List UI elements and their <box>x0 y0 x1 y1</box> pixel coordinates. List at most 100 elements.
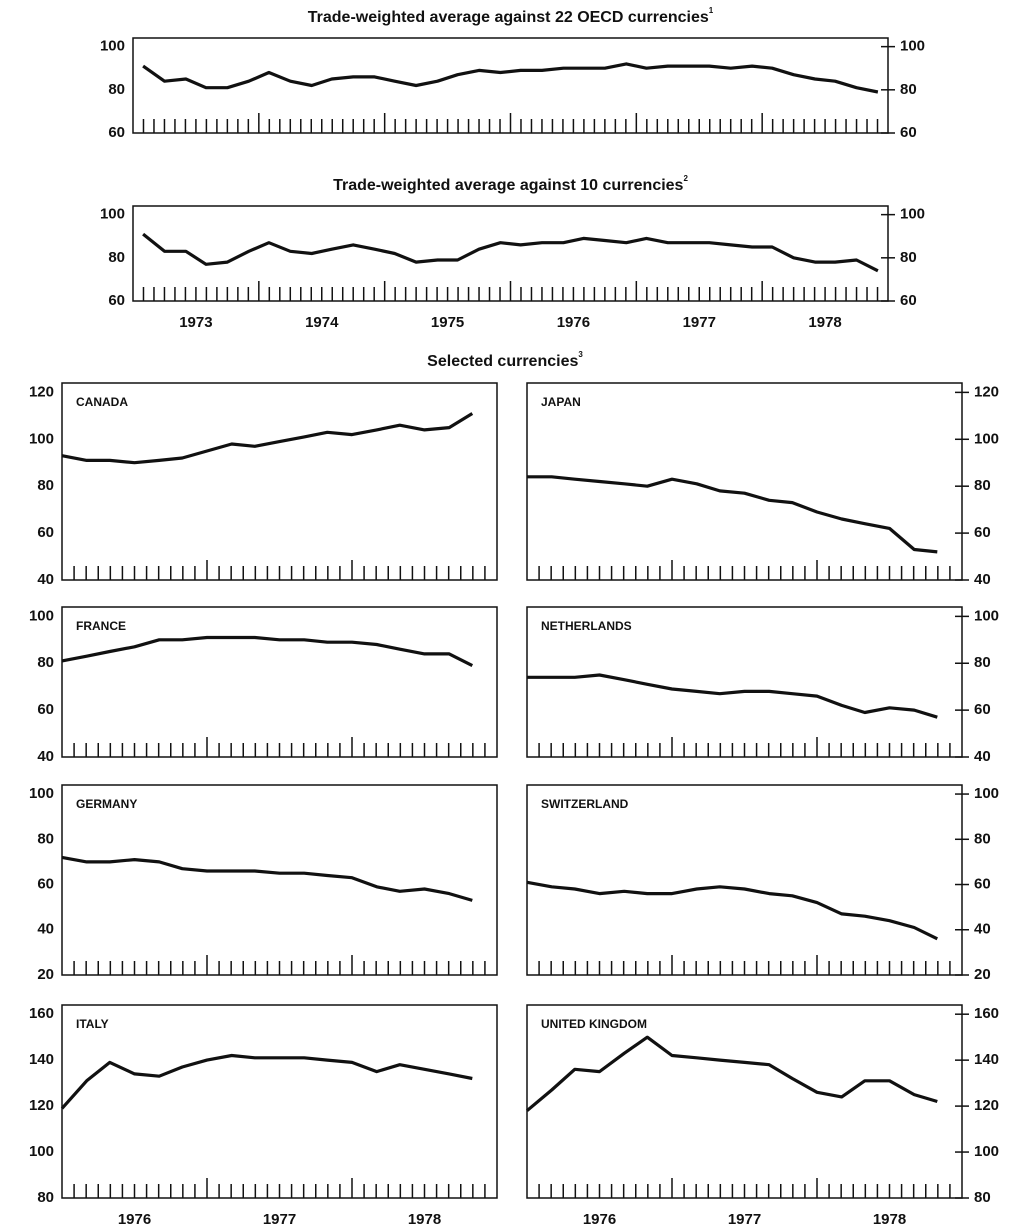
data-line <box>61 635 474 668</box>
data-line <box>61 855 473 902</box>
y-tick-label: 60 <box>108 124 125 141</box>
y-tick-label: 80 <box>37 830 54 847</box>
y-tick-label: 80 <box>37 654 54 671</box>
y-tick-label-right: 100 <box>974 430 999 447</box>
section-heading-text: Selected currencies <box>427 353 578 370</box>
panel-label-text: NETHERLANDS <box>541 619 632 633</box>
x-tick-label: 1977 <box>728 1211 761 1228</box>
y-tick-label: 80 <box>108 81 125 98</box>
y-tick-label-right: 60 <box>900 292 917 309</box>
data-line <box>60 1053 473 1110</box>
plot-frame <box>526 1004 963 1199</box>
y-tick-label-right: 100 <box>900 38 925 55</box>
y-tick-label-right: 40 <box>974 748 991 765</box>
y-tick-label-right: 80 <box>900 81 917 98</box>
y-tick-label-right: 60 <box>974 875 991 892</box>
panel-label: GERMANY <box>76 797 137 811</box>
y-tick-label: 100 <box>29 430 54 447</box>
y-tick-label-right: 120 <box>974 1097 999 1114</box>
data-line <box>526 880 939 941</box>
x-tick-label: 1978 <box>808 314 841 331</box>
y-tick-label: 100 <box>100 206 125 223</box>
panel-label: CANADA <box>76 395 128 409</box>
x-tick-label: 1976 <box>557 314 590 331</box>
y-tick-label-right: 100 <box>900 206 925 223</box>
plot-frame <box>61 1004 498 1199</box>
x-tick-label: 1978 <box>873 1211 906 1228</box>
y-tick-label: 100 <box>29 785 54 802</box>
y-tick-label-right: 40 <box>974 921 991 938</box>
section-heading: Selected currencies3 <box>427 350 583 370</box>
x-tick-label: 1973 <box>179 314 212 331</box>
data-line <box>527 475 938 554</box>
y-tick-label-right: 140 <box>974 1051 999 1068</box>
y-tick-label: 40 <box>37 748 54 765</box>
data-line <box>527 673 938 719</box>
x-tick-label: 1975 <box>431 314 464 331</box>
panel-label: SWITZERLAND <box>541 797 629 811</box>
y-tick-label: 60 <box>37 524 54 541</box>
data-line <box>142 62 879 94</box>
data-line <box>525 1035 938 1112</box>
y-tick-label-right: 120 <box>974 383 999 400</box>
data-line <box>142 232 879 273</box>
y-tick-label-right: 20 <box>974 966 991 983</box>
x-tick-label: 1976 <box>583 1211 616 1228</box>
panel-label: ITALY <box>76 1017 109 1031</box>
plot-frame <box>61 606 498 758</box>
panel-label-text: FRANCE <box>76 619 126 633</box>
y-tick-label-right: 60 <box>974 524 991 541</box>
plot-frame <box>61 382 498 581</box>
panel-label-text: SWITZERLAND <box>541 797 629 811</box>
panel-label-text: GERMANY <box>76 797 137 811</box>
chart-title-text: Trade-weighted average against 10 curren… <box>333 177 683 194</box>
y-tick-label-right: 80 <box>974 830 991 847</box>
y-tick-label: 160 <box>29 1005 54 1022</box>
data-line <box>61 412 474 465</box>
y-tick-label: 60 <box>37 875 54 892</box>
x-tick-label: 1976 <box>118 1211 151 1228</box>
y-tick-label: 60 <box>108 292 125 309</box>
y-tick-label: 120 <box>29 1097 54 1114</box>
y-tick-label-right: 100 <box>974 1143 999 1160</box>
plot-frame <box>526 784 963 976</box>
y-tick-label-right: 60 <box>900 124 917 141</box>
footnote-mark: 1 <box>709 6 714 15</box>
y-tick-label: 140 <box>29 1051 54 1068</box>
y-tick-label-right: 80 <box>974 477 991 494</box>
x-tick-label: 1977 <box>683 314 716 331</box>
chart-title: Trade-weighted average against 10 curren… <box>333 174 688 194</box>
chart-title-text: Trade-weighted average against 22 OECD c… <box>308 9 709 26</box>
y-tick-label-right: 80 <box>974 654 991 671</box>
y-tick-label-right: 60 <box>974 701 991 718</box>
y-tick-label: 120 <box>29 383 54 400</box>
y-tick-label-right: 80 <box>974 1189 991 1206</box>
y-tick-label: 40 <box>37 571 54 588</box>
y-tick-label-right: 100 <box>974 607 999 624</box>
y-tick-label: 60 <box>37 701 54 718</box>
panel-label: JAPAN <box>541 395 581 409</box>
panel-label-text: JAPAN <box>541 395 581 409</box>
x-tick-label: 1978 <box>408 1211 441 1228</box>
x-tick-label: 1974 <box>305 314 339 331</box>
y-tick-label: 100 <box>29 1143 54 1160</box>
x-tick-label: 1977 <box>263 1211 296 1228</box>
panel-label-text: CANADA <box>76 395 128 409</box>
y-tick-label: 80 <box>108 249 125 266</box>
chart-title: Trade-weighted average against 22 OECD c… <box>308 6 714 26</box>
panel-label: FRANCE <box>76 619 126 633</box>
y-tick-label-right: 40 <box>974 571 991 588</box>
y-tick-label: 20 <box>37 966 54 983</box>
panel-label: UNITED KINGDOM <box>541 1017 647 1031</box>
y-tick-label: 40 <box>37 921 54 938</box>
y-tick-label: 100 <box>29 607 54 624</box>
footnote-mark: 2 <box>683 174 688 183</box>
y-tick-label: 80 <box>37 477 54 494</box>
panel-label-text: ITALY <box>76 1017 109 1031</box>
y-tick-label: 100 <box>100 38 125 55</box>
y-tick-label-right: 100 <box>974 785 999 802</box>
panel-label-text: UNITED KINGDOM <box>541 1017 647 1031</box>
panel-label: NETHERLANDS <box>541 619 632 633</box>
y-tick-label: 80 <box>37 1189 54 1206</box>
